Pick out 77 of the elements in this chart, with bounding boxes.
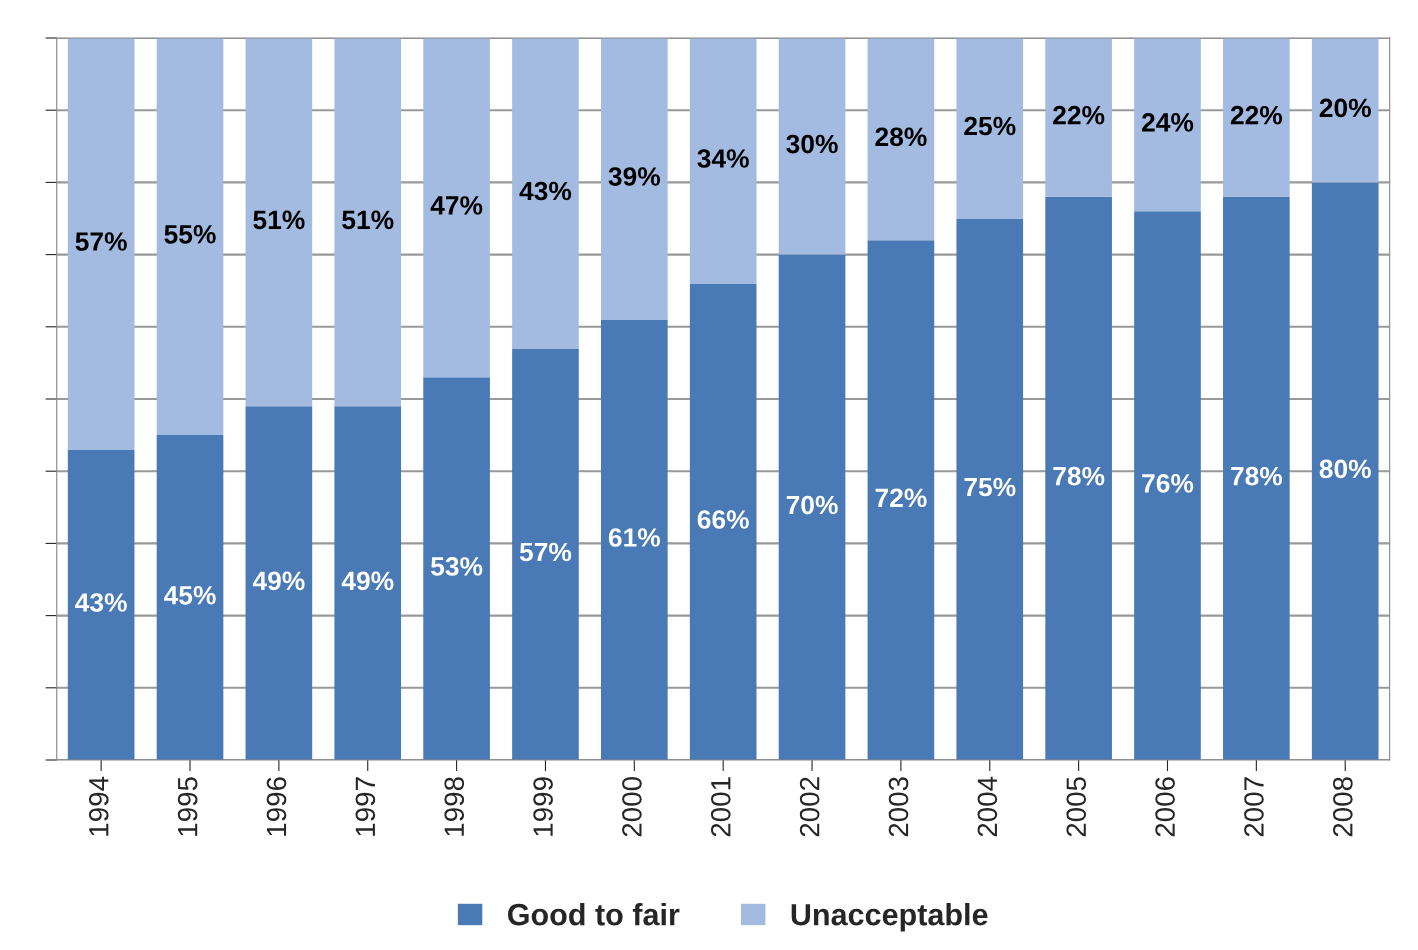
data-label: 34% <box>697 149 749 168</box>
x-tick-label: 2005 <box>1066 777 1087 837</box>
bar <box>1311 182 1379 760</box>
x-tick-label: 2007 <box>1244 777 1264 837</box>
x-tick-label: 1994 <box>88 776 109 836</box>
x-tick-label: 1999 <box>533 777 553 836</box>
x-tick-label: 2002 <box>799 777 820 837</box>
x-tick-label: 1995 <box>177 777 198 836</box>
data-label: 80% <box>1319 459 1371 479</box>
bar <box>423 377 490 760</box>
bar <box>1134 38 1201 212</box>
x-tick-label: 2006 <box>1155 777 1175 837</box>
bar <box>601 38 668 320</box>
data-label: 49% <box>252 571 305 591</box>
bar <box>1223 196 1290 760</box>
bar <box>67 38 135 450</box>
legend-label: Good to fair <box>507 903 680 926</box>
data-label: 20% <box>1319 98 1371 118</box>
bar <box>67 449 135 760</box>
bar <box>1223 38 1290 197</box>
data-label: 51% <box>342 210 394 230</box>
data-label: 49% <box>341 571 394 591</box>
data-label: 39% <box>608 167 661 186</box>
bar <box>334 38 402 407</box>
legend-label: Unacceptable <box>791 903 988 932</box>
data-label: 43% <box>75 593 127 612</box>
x-tick-label: 2003 <box>888 777 909 837</box>
bar <box>601 319 668 760</box>
bar <box>334 406 402 760</box>
data-label: 22% <box>1230 105 1283 125</box>
bar <box>867 38 935 241</box>
bar <box>512 348 579 760</box>
bar <box>1311 38 1379 183</box>
data-label: 24% <box>1141 113 1194 132</box>
bar <box>1134 211 1201 760</box>
bar <box>956 38 1024 219</box>
bar <box>156 435 224 760</box>
x-tick-label: 1998 <box>444 777 465 836</box>
data-label: 28% <box>875 127 927 147</box>
x-tick-label: 2001 <box>710 777 731 837</box>
data-label: 53% <box>431 557 483 576</box>
data-label: 47% <box>430 196 483 215</box>
data-label: 51% <box>253 210 305 230</box>
data-label: 76% <box>1142 474 1194 493</box>
data-label: 78% <box>1231 466 1283 486</box>
x-tick-label: 2000 <box>622 777 642 837</box>
data-label: 72% <box>875 488 927 508</box>
x-tick-label: 2008 <box>1333 777 1353 837</box>
data-label: 66% <box>697 510 749 529</box>
data-label: 30% <box>786 134 838 154</box>
bar <box>1045 38 1112 197</box>
data-label: 61% <box>608 528 661 547</box>
x-tick-label: 1996 <box>266 777 287 836</box>
bar <box>1045 196 1112 760</box>
data-label: 25% <box>964 116 1016 136</box>
data-label: 57% <box>519 542 572 562</box>
bar <box>778 38 846 255</box>
bar <box>689 283 757 760</box>
data-label: 70% <box>786 495 838 515</box>
bar <box>245 38 313 407</box>
bar <box>956 218 1024 760</box>
x-tick-label: 1997 <box>355 777 376 836</box>
data-label: 55% <box>164 225 216 244</box>
data-label: 78% <box>1053 466 1105 486</box>
bar <box>512 38 579 349</box>
bar <box>689 38 757 284</box>
data-label: 57% <box>75 232 127 251</box>
data-label: 45% <box>164 586 216 605</box>
x-tick-label: 2004 <box>977 776 998 837</box>
bar <box>778 254 846 760</box>
data-label: 22% <box>1053 105 1105 125</box>
data-label: 43% <box>519 181 572 201</box>
bar <box>867 240 935 760</box>
bar <box>423 38 490 378</box>
bar <box>156 38 224 436</box>
data-label: 75% <box>964 477 1016 497</box>
bar <box>245 406 313 760</box>
